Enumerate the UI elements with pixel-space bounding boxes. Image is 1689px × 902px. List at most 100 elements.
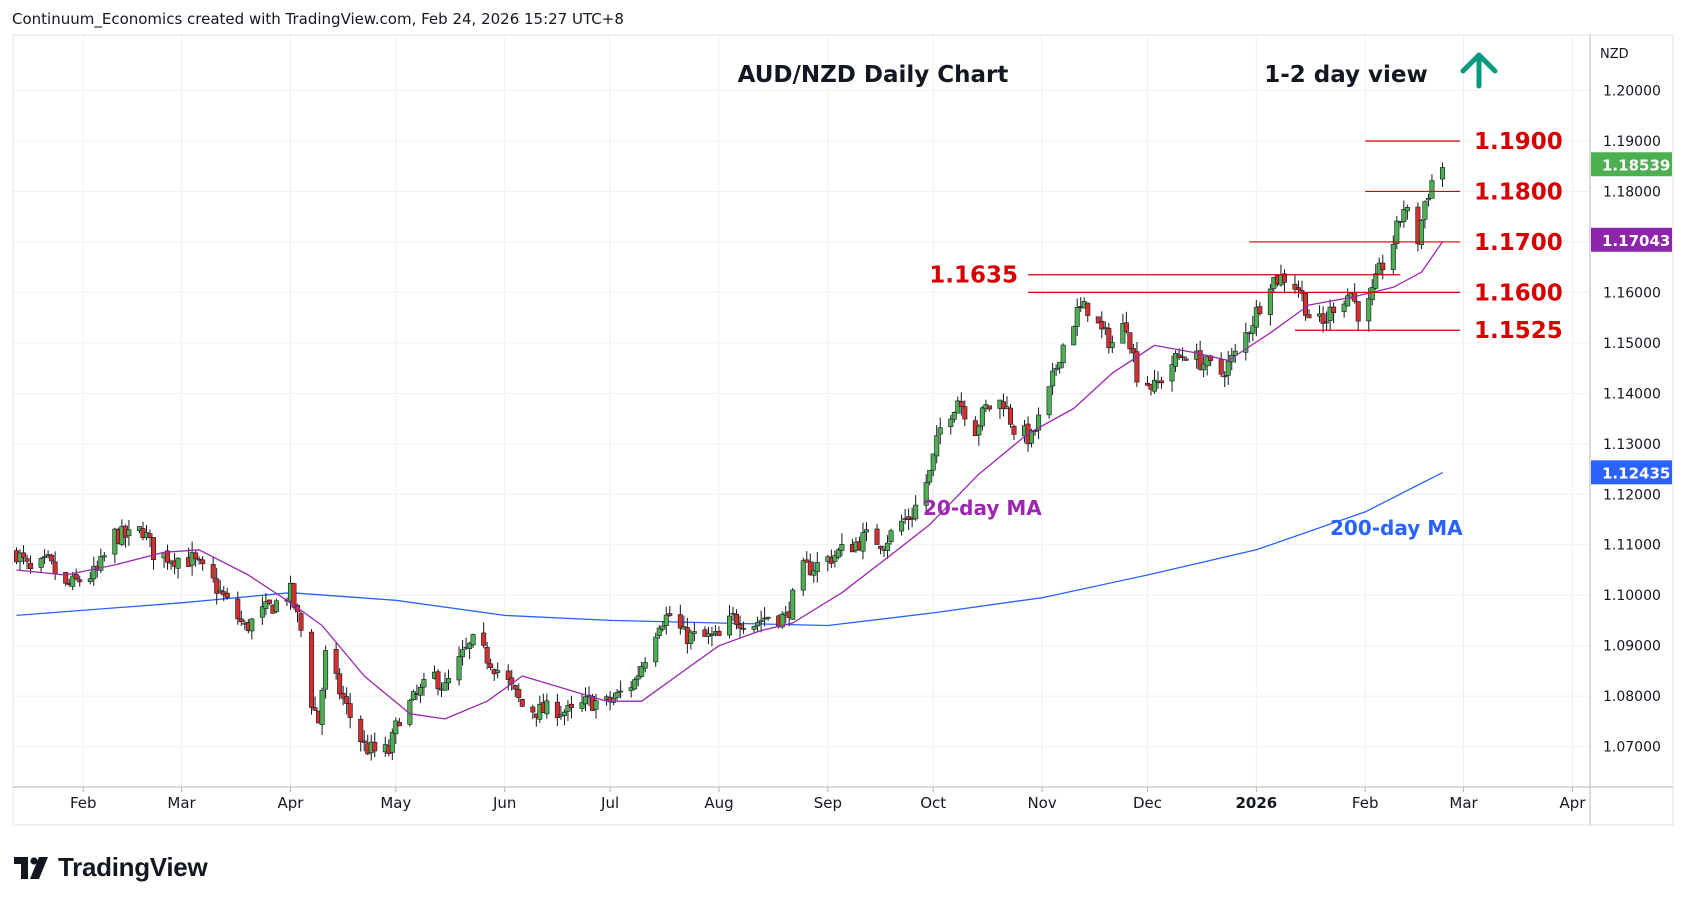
candle: [618, 680, 624, 699]
candle-body: [1250, 325, 1256, 334]
candle-body: [1320, 313, 1326, 324]
x-tick-label: Feb: [1352, 794, 1379, 812]
candle: [730, 606, 736, 622]
candle: [309, 629, 315, 715]
candle-body: [885, 542, 891, 551]
candle: [1380, 254, 1386, 280]
candle-body: [677, 614, 683, 629]
time-axis-ticks: Feb Mar Apr May Jun Jul Aug Sep Oct Nov Dec 2026 Feb…: [70, 787, 1586, 812]
candle-body: [1060, 344, 1066, 364]
candle-body: [435, 671, 441, 690]
x-tick-label: Mar: [167, 794, 196, 812]
tradingview-logo[interactable]: TradingView: [14, 852, 208, 883]
candle: [1253, 300, 1259, 337]
candle-body: [396, 722, 402, 727]
candle-body: [579, 702, 585, 709]
candle-body: [488, 663, 494, 668]
candle-body: [1046, 386, 1052, 416]
x-tick-label: Aug: [704, 794, 733, 812]
candle: [614, 688, 620, 701]
candle: [688, 629, 694, 650]
candle: [91, 556, 97, 586]
candle: [266, 599, 272, 606]
candle-body: [779, 613, 785, 628]
candle: [210, 556, 216, 583]
candle-body: [361, 740, 367, 743]
candle-body: [1099, 320, 1105, 330]
candle-body: [1106, 327, 1112, 349]
candle: [1429, 174, 1435, 199]
ma20-line-group: [16, 241, 1444, 720]
candle-body: [1222, 375, 1228, 378]
candle-body: [1401, 209, 1407, 223]
candle-body: [716, 630, 722, 636]
candle-body: [930, 453, 936, 471]
chart-attribution: Continuum_Economics created with Trading…: [12, 10, 624, 28]
candle-body: [1085, 302, 1091, 316]
candle-body: [165, 550, 171, 563]
candle-body: [42, 556, 48, 558]
candle-body: [481, 632, 487, 646]
candle-body: [73, 574, 79, 580]
candle: [460, 639, 466, 666]
candle-body: [544, 700, 550, 715]
candle: [762, 607, 768, 627]
candle-body: [758, 620, 764, 623]
candle-body: [298, 613, 304, 631]
candle-body: [1130, 348, 1136, 354]
candle-body: [702, 629, 708, 637]
level-label: 1.1700: [1474, 230, 1563, 256]
candle-body: [1074, 307, 1080, 327]
candle: [259, 596, 265, 625]
candle-body: [319, 689, 325, 725]
candle: [765, 616, 771, 621]
candle: [372, 732, 378, 758]
candle-body: [91, 565, 97, 580]
candle-body: [1267, 288, 1273, 315]
candle-body: [1176, 354, 1182, 358]
candle: [196, 556, 202, 565]
candle-body: [98, 556, 104, 571]
candle-body: [618, 690, 624, 693]
candle-body: [1183, 358, 1189, 361]
candle: [976, 424, 982, 446]
candle: [1250, 315, 1256, 342]
candle-body: [21, 552, 27, 558]
candle: [344, 687, 350, 715]
candle: [860, 522, 866, 560]
x-tick-label: 2026: [1235, 794, 1277, 812]
candle-body: [734, 613, 740, 625]
axes: NZD: [12, 34, 1674, 826]
candle-body: [1369, 287, 1375, 301]
candle-body: [1425, 197, 1431, 201]
candle: [888, 528, 894, 545]
candle-body: [235, 598, 241, 620]
ma20-price-tag-box: [1591, 227, 1672, 252]
candle: [1000, 393, 1006, 417]
candle: [1225, 351, 1231, 385]
candle: [519, 698, 525, 708]
ma200-label: 200-day MA: [1330, 516, 1463, 540]
candle: [1071, 325, 1077, 346]
candle: [656, 625, 662, 640]
candle-body: [446, 678, 452, 684]
candle-body: [1243, 332, 1249, 353]
candle-body: [1292, 283, 1298, 290]
candle: [143, 524, 149, 541]
candle-body: [832, 555, 838, 562]
candle: [217, 579, 223, 595]
candle: [930, 453, 936, 477]
candle-body: [460, 649, 466, 658]
candle-body: [979, 407, 985, 427]
candle-body: [200, 559, 206, 565]
candle: [1197, 340, 1203, 371]
candle-body: [52, 561, 58, 575]
candle: [934, 425, 940, 464]
candle-body: [1380, 262, 1386, 271]
candle: [21, 545, 27, 565]
candle-body: [1404, 207, 1410, 212]
candle-body: [814, 562, 820, 572]
candle: [470, 633, 476, 648]
candle-body: [611, 698, 617, 703]
